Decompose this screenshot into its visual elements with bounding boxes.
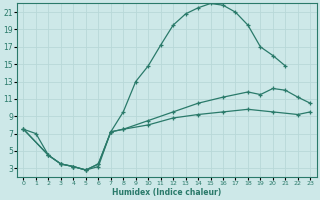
X-axis label: Humidex (Indice chaleur): Humidex (Indice chaleur) (112, 188, 221, 197)
